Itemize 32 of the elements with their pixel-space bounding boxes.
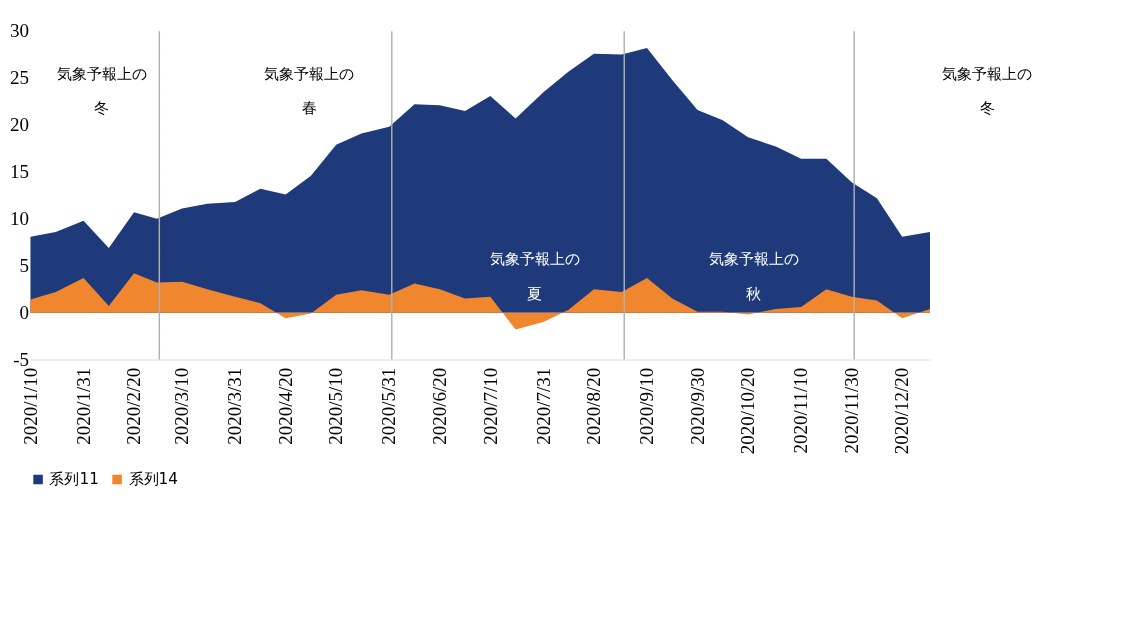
x-tick-label: 2020/9/30	[686, 367, 708, 445]
x-tick-label: 2020/8/20	[583, 367, 605, 445]
x-tick-label: 2020/11/30	[840, 367, 862, 454]
annotation: 気象予報上の秋	[708, 250, 799, 303]
x-tick-label: 2020/3/10	[171, 367, 193, 445]
y-tick-label: 5	[19, 254, 30, 276]
x-tick-label: 2020/1/31	[72, 367, 94, 445]
x-tick-label: 2020/4/20	[274, 367, 296, 445]
x-tick-label: 2020/5/31	[378, 367, 400, 445]
y-tick-label: 10	[10, 208, 30, 230]
x-tick-label: 2020/3/31	[224, 367, 246, 445]
y-tick-label: 0	[19, 301, 30, 323]
x-tick-label: 2020/5/10	[325, 367, 347, 445]
annotation: 気象予報上の夏	[489, 250, 580, 303]
annotation: 気象予報上の春	[264, 64, 355, 118]
x-tick-label: 2020/2/20	[123, 367, 145, 445]
x-tick-label: 2020/10/20	[737, 367, 759, 455]
x-tick-label: 2020/11/10	[790, 367, 812, 454]
annotation: 気象予報上の冬	[56, 64, 147, 118]
legend-label: 系列14	[128, 470, 178, 489]
y-tick-label: 15	[10, 161, 30, 183]
legend-label: 系列11	[49, 470, 99, 489]
x-tick-label: 2020/7/10	[479, 367, 501, 445]
y-tick-label: 25	[10, 67, 30, 89]
x-tick-label: 2020/6/20	[428, 367, 450, 445]
x-tick-label: 2020/12/20	[891, 367, 913, 455]
text: 気象予報上の冬	[942, 64, 1033, 118]
y-tick-label: 30	[10, 20, 30, 42]
x-tick-label: 2020/9/10	[636, 367, 658, 445]
x-tick-label: 2020/7/31	[532, 367, 554, 445]
y-tick-label: 20	[10, 114, 30, 136]
x-tick-label: 2020/1/10	[19, 367, 41, 445]
